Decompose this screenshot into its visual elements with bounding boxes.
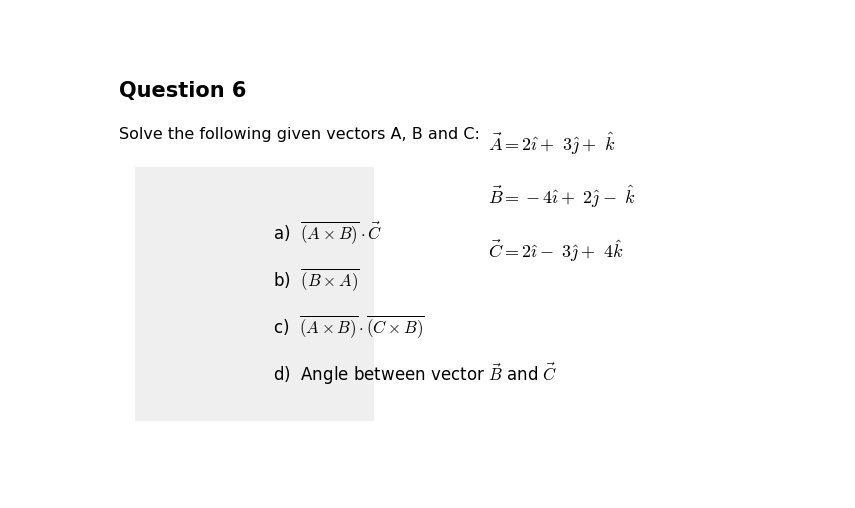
- Text: $\vec{A} = 2\hat{\imath}+\ 3\hat{\jmath}+\ \hat{k}$: $\vec{A} = 2\hat{\imath}+\ 3\hat{\jmath}…: [488, 132, 615, 157]
- Text: d)  Angle between vector $\vec{B}$ and $\vec{C}$: d) Angle between vector $\vec{B}$ and $\…: [273, 360, 557, 387]
- Text: b)  $\overline{(B \times A)}$: b) $\overline{(B \times A)}$: [273, 266, 359, 293]
- Text: $\vec{C} = 2\hat{\imath}-\ 3\hat{\jmath}+\ 4\hat{k}$: $\vec{C} = 2\hat{\imath}-\ 3\hat{\jmath}…: [488, 237, 623, 264]
- Text: a)  $\overline{(A \times B)} \cdot \vec{C}$: a) $\overline{(A \times B)} \cdot \vec{C…: [273, 219, 382, 246]
- Text: c)  $\overline{(A \times B)} \cdot \overline{(C \times B)}$: c) $\overline{(A \times B)} \cdot \overl…: [273, 313, 424, 340]
- Text: Solve the following given vectors A, B and C:: Solve the following given vectors A, B a…: [119, 128, 480, 142]
- FancyBboxPatch shape: [135, 167, 374, 421]
- Text: $\vec{B} = -4\hat{\imath}+\ 2\hat{\jmath}-\ \hat{k}$: $\vec{B} = -4\hat{\imath}+\ 2\hat{\jmath…: [488, 184, 635, 210]
- Text: Question 6: Question 6: [119, 80, 246, 101]
